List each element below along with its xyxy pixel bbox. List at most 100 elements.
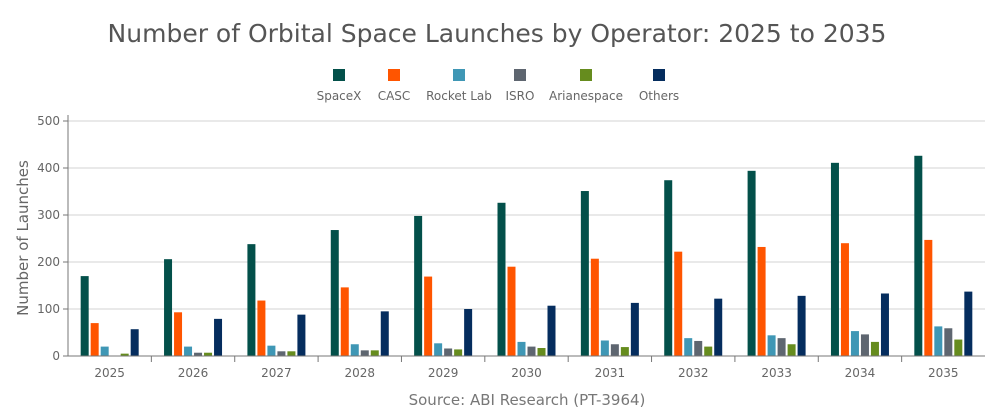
bar-arianespace	[370, 350, 379, 356]
bar-others	[964, 291, 973, 356]
bar-others	[214, 318, 223, 356]
y-tick-label: 0	[52, 349, 60, 363]
bar-casc	[174, 312, 183, 356]
y-axis-label: Number of Launches	[14, 160, 32, 316]
bar-arianespace	[287, 351, 296, 356]
x-tick-label: 2030	[511, 366, 542, 380]
bar-spacex	[164, 259, 173, 356]
bar-casc	[257, 300, 266, 356]
bar-arianespace	[204, 352, 213, 356]
bar-casc	[507, 266, 516, 356]
bar-casc	[340, 287, 349, 356]
bar-isro	[194, 352, 203, 356]
bar-casc	[674, 251, 683, 356]
legend-label: CASC	[378, 89, 411, 103]
bar-rocket-lab	[684, 338, 693, 356]
bar-isro	[610, 344, 619, 356]
bar-others	[130, 329, 139, 356]
bar-others	[297, 314, 306, 356]
bar-isro	[360, 350, 369, 356]
bar-rocket-lab	[350, 344, 359, 356]
bars	[80, 155, 973, 356]
bar-isro	[694, 340, 703, 356]
bar-isro	[777, 338, 786, 356]
bar-casc	[840, 243, 849, 356]
bar-spacex	[497, 202, 506, 356]
bar-others	[714, 298, 723, 356]
bar-others	[880, 293, 889, 356]
y-tick-label: 500	[37, 114, 60, 128]
bar-arianespace	[537, 348, 546, 356]
y-tick-label: 200	[37, 255, 60, 269]
legend-label: ISRO	[506, 89, 535, 103]
bar-others	[464, 309, 473, 356]
axes: 0 100 200 300 400 500 2025 2026 2027 2028 2029 2030…	[37, 114, 985, 380]
bar-rocket-lab	[517, 341, 526, 356]
bar-spacex	[80, 276, 89, 356]
bar-isro	[860, 334, 869, 356]
legend-swatch	[388, 69, 400, 81]
bar-arianespace	[870, 341, 879, 356]
bar-spacex	[330, 230, 339, 356]
x-tick-label: 2026	[178, 366, 209, 380]
legend-label: Others	[639, 89, 679, 103]
x-axis-label: Source: ABI Research (PT-3964)	[409, 391, 646, 409]
bar-rocket-lab	[934, 326, 943, 356]
x-tick-label: 2027	[261, 366, 292, 380]
x-tick-label: 2028	[344, 366, 375, 380]
bar-others	[630, 302, 639, 356]
bar-isro	[277, 351, 286, 356]
x-tick-label: 2031	[595, 366, 626, 380]
bar-arianespace	[787, 344, 796, 356]
bar-casc	[90, 323, 99, 356]
bar-arianespace	[454, 349, 463, 356]
bar-spacex	[747, 170, 756, 356]
bar-spacex	[247, 244, 256, 356]
legend-swatch	[580, 69, 592, 81]
y-tick-label: 400	[37, 161, 60, 175]
x-tick-label: 2032	[678, 366, 709, 380]
bar-rocket-lab	[767, 335, 776, 356]
x-tick-label: 2033	[761, 366, 792, 380]
legend-swatch	[653, 69, 665, 81]
legend-label: Arianespace	[549, 89, 623, 103]
x-tick-label: 2035	[928, 366, 959, 380]
bar-rocket-lab	[850, 331, 859, 356]
bar-rocket-lab	[600, 340, 609, 356]
bar-rocket-lab	[267, 345, 276, 356]
bar-spacex	[664, 180, 673, 356]
bar-arianespace	[954, 339, 963, 356]
bar-arianespace	[620, 347, 629, 356]
bar-rocket-lab	[184, 346, 193, 356]
y-tick-label: 100	[37, 302, 60, 316]
legend-label: Rocket Lab	[426, 89, 492, 103]
x-tick-label: 2025	[94, 366, 125, 380]
legend: SpaceX CASC Rocket Lab ISRO Arianespace Other…	[317, 69, 679, 103]
bar-isro	[944, 328, 953, 356]
x-tick-label: 2029	[428, 366, 459, 380]
bar-spacex	[830, 162, 839, 356]
bar-spacex	[414, 215, 423, 356]
bar-casc	[924, 239, 933, 356]
legend-swatch	[333, 69, 345, 81]
y-tick-label: 300	[37, 208, 60, 222]
bar-others	[380, 311, 389, 356]
bar-isro	[527, 346, 536, 356]
bar-spacex	[580, 191, 589, 356]
legend-label: SpaceX	[317, 89, 362, 103]
bar-isro	[444, 348, 453, 356]
bar-casc	[757, 246, 766, 356]
bar-rocket-lab	[434, 343, 443, 356]
bar-spacex	[914, 155, 923, 356]
bar-casc	[424, 276, 433, 356]
legend-swatch	[453, 69, 465, 81]
bar-others	[797, 295, 806, 356]
bar-arianespace	[120, 353, 129, 356]
chart-title: Number of Orbital Space Launches by Oper…	[108, 19, 887, 48]
legend-swatch	[514, 69, 526, 81]
bar-others	[547, 305, 556, 356]
x-tick-label: 2034	[845, 366, 876, 380]
bar-rocket-lab	[100, 346, 109, 356]
